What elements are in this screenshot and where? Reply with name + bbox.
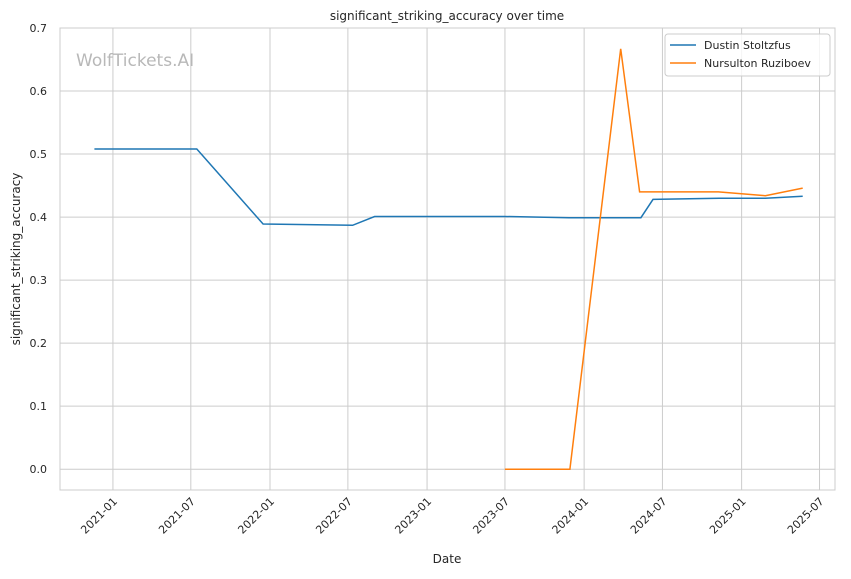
- x-tick-label: 2022-01: [235, 495, 277, 537]
- y-tick-label: 0.6: [30, 85, 48, 98]
- y-tick-label: 0.4: [30, 211, 48, 224]
- x-tick-label: 2025-01: [707, 495, 749, 537]
- series-line-nursulton: [504, 48, 803, 470]
- y-tick-label: 0.2: [30, 337, 48, 350]
- legend-label-nursulton: Nursulton Ruziboev: [704, 57, 811, 70]
- y-tick-label: 0.1: [30, 400, 48, 413]
- legend: Dustin Stoltzfus Nursulton Ruziboev: [664, 33, 831, 77]
- x-tick-label: 2025-07: [785, 495, 827, 537]
- ticks: 2021-01 2021-07 2022-01 2022-07 2023-01 2023-…: [30, 22, 827, 537]
- y-tick-label: 0.3: [30, 274, 48, 287]
- series-group: [94, 48, 803, 470]
- x-tick-label: 2021-01: [78, 495, 120, 537]
- x-tick-label: 2024-07: [628, 495, 670, 537]
- y-tick-label: 0.0: [30, 463, 48, 476]
- series-line-dustin: [94, 148, 803, 227]
- y-tick-label: 0.5: [30, 148, 48, 161]
- x-tick-label: 2023-01: [392, 495, 434, 537]
- x-tick-label: 2024-01: [550, 495, 592, 537]
- watermark: WolfTickets.AI: [76, 51, 194, 71]
- legend-label-dustin: Dustin Stoltzfus: [704, 39, 791, 52]
- y-axis-label: significant_striking_accuracy: [9, 173, 23, 346]
- legend-box: [664, 33, 831, 77]
- plot-area: [59, 27, 836, 491]
- x-tick-label: 2021-07: [156, 495, 198, 537]
- chart-title: significant_striking_accuracy over time: [330, 9, 564, 23]
- x-tick-label: 2022-07: [313, 495, 355, 537]
- x-axis-label: Date: [433, 552, 462, 566]
- grid: [60, 27, 835, 490]
- y-tick-label: 0.7: [30, 22, 48, 35]
- x-tick-label: 2023-07: [470, 495, 512, 537]
